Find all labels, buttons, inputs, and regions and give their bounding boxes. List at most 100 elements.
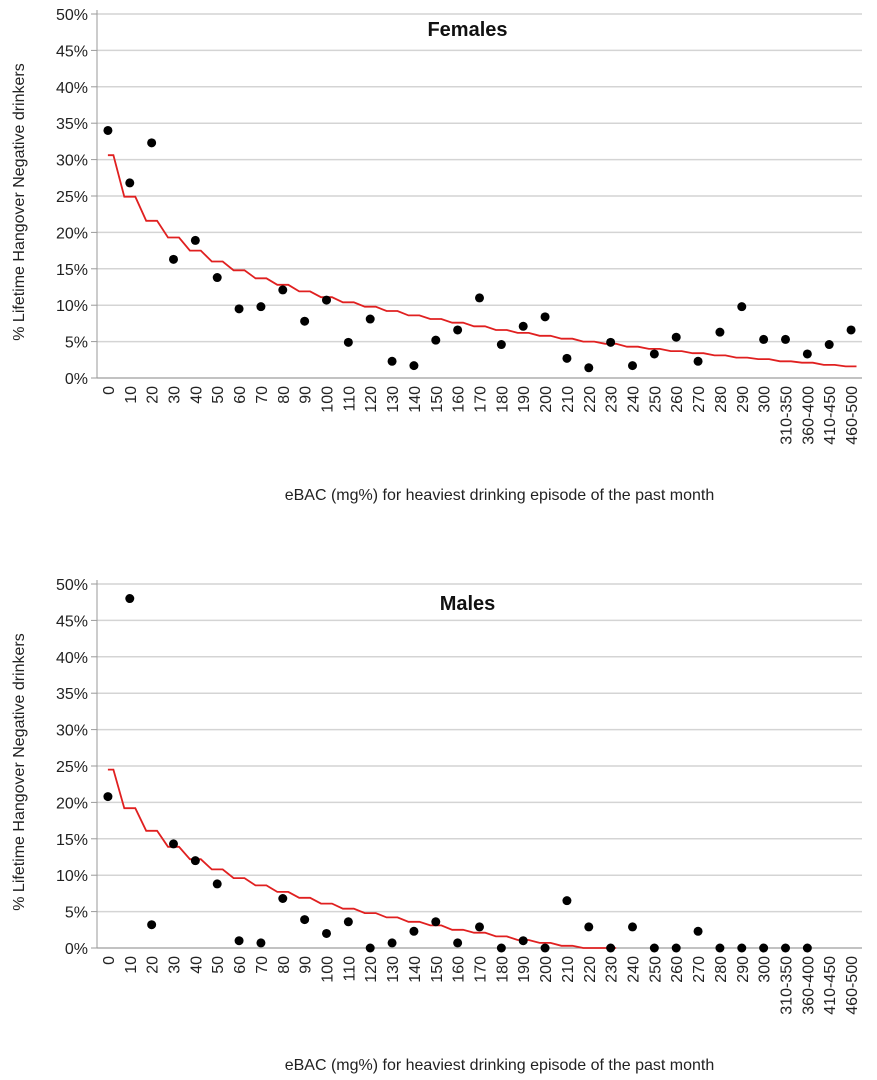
males-y-tick-label: 45% xyxy=(56,613,88,630)
females-data-point xyxy=(737,302,747,312)
males-x-tick-label: 110 xyxy=(341,956,358,982)
males-chart-panel: 0% 5% 10% 15% 20% 25% 30% 35% 40% 45% 50% 0 10 20 30 40… xyxy=(0,570,877,1080)
females-x-tick-label: 30 xyxy=(167,386,184,404)
females-data-point xyxy=(824,340,834,350)
females-data-point xyxy=(234,304,244,314)
females-x-tick-label: 80 xyxy=(276,386,293,404)
males-y-tick-label: 30% xyxy=(56,723,88,740)
males-x-tick-label: 160 xyxy=(451,956,468,983)
females-data-point xyxy=(693,356,703,366)
males-data-point xyxy=(278,893,288,903)
males-x-tick-label: 60 xyxy=(232,956,249,974)
males-data-point xyxy=(343,917,353,927)
females-y-tick-label: 35% xyxy=(56,116,88,133)
females-y-tick-label: 20% xyxy=(56,225,88,242)
males-data-point xyxy=(322,928,331,938)
females-data-point xyxy=(562,353,572,363)
males-y-tick-label: 20% xyxy=(56,795,88,812)
females-x-tick-label: 110 xyxy=(341,386,358,412)
males-data-point xyxy=(212,879,222,889)
males-x-tick-label: 140 xyxy=(407,956,424,983)
males-data-point xyxy=(103,792,113,802)
males-y-tick-label: 15% xyxy=(56,832,88,849)
females-x-tick-label: 130 xyxy=(385,386,402,413)
females-x-tick-label: 230 xyxy=(604,386,621,413)
females-data-point xyxy=(518,321,528,331)
males-data-point xyxy=(431,917,441,927)
males-data-point xyxy=(234,936,244,946)
males-data-point xyxy=(693,926,703,936)
females-data-point xyxy=(649,349,659,359)
females-y-tick-label: 40% xyxy=(56,80,88,97)
females-data-point xyxy=(475,293,484,303)
males-data-point xyxy=(759,943,769,953)
females-y-tick-label: 5% xyxy=(65,335,88,352)
males-data-point xyxy=(365,943,375,953)
females-x-tick-label: 60 xyxy=(232,386,249,404)
males-data-point xyxy=(584,922,594,932)
females-data-point xyxy=(584,363,594,373)
males-x-tick-label: 230 xyxy=(604,956,621,983)
females-x-tick-label: 90 xyxy=(298,386,315,404)
females-data-point xyxy=(409,361,419,371)
males-y-axis-label: % Lifetime Hangover Negative drinkers xyxy=(11,633,28,910)
females-data-point xyxy=(540,312,550,322)
males-y-tick-label: 25% xyxy=(56,759,88,776)
females-x-tick-label: 70 xyxy=(254,386,271,404)
males-x-tick-label: 100 xyxy=(320,956,337,983)
females-data-point xyxy=(125,178,135,188)
males-data-point xyxy=(409,926,419,936)
females-x-tick-label: 10 xyxy=(123,386,140,404)
females-y-axis-label: % Lifetime Hangover Negative drinkers xyxy=(11,63,28,340)
males-x-tick-label: 250 xyxy=(647,956,664,983)
females-data-point xyxy=(453,325,463,335)
males-x-tick-label: 150 xyxy=(429,956,446,983)
females-x-tick-label: 150 xyxy=(429,386,446,413)
males-data-point xyxy=(802,943,812,953)
males-x-tick-label: 30 xyxy=(167,956,184,974)
males-x-tick-label: 300 xyxy=(757,956,774,983)
males-x-tick-label: 50 xyxy=(210,956,227,974)
males-x-tick-label: 20 xyxy=(145,956,162,974)
males-trend-line xyxy=(107,768,617,949)
males-y-tick-label: 50% xyxy=(56,577,88,594)
males-data-point xyxy=(671,943,681,953)
females-x-tick-label: 310-350 xyxy=(779,386,796,445)
males-x-tick-label: 170 xyxy=(473,956,490,983)
males-x-tick-label: 240 xyxy=(626,956,643,983)
females-x-tick-label: 220 xyxy=(582,386,599,413)
males-y-tick-label: 10% xyxy=(56,868,88,885)
females-data-point xyxy=(278,285,288,295)
males-chart: 0% 5% 10% 15% 20% 25% 30% 35% 40% 45% 50% 0 10 20 30 40… xyxy=(11,577,862,1074)
males-data-point xyxy=(540,943,550,953)
males-x-tick-label: 290 xyxy=(735,956,752,983)
males-x-tick-label: 270 xyxy=(691,956,708,983)
males-data-point xyxy=(649,943,659,953)
males-x-tick-label: 210 xyxy=(560,956,577,983)
males-data-point xyxy=(562,896,572,906)
females-x-tick-label: 240 xyxy=(626,386,643,413)
females-data-point xyxy=(300,316,310,326)
females-data-point xyxy=(365,314,375,324)
females-chart: 0% 5% 10% 15% 20% 25% 30% 35% 40% 45% 50% 0 10 20 30 40… xyxy=(11,7,862,504)
females-y-tick-label: 10% xyxy=(56,298,88,315)
females-x-tick-label: 170 xyxy=(473,386,490,413)
females-x-tick-label: 300 xyxy=(757,386,774,413)
females-data-point xyxy=(169,254,178,264)
females-x-tick-label: 290 xyxy=(735,386,752,413)
males-x-tick-label: 360-400 xyxy=(800,956,817,1015)
males-x-tick-label: 310-350 xyxy=(779,956,796,1015)
males-data-point xyxy=(256,938,266,948)
males-data-point xyxy=(496,943,506,953)
males-x-tick-label: 70 xyxy=(254,956,271,974)
males-data-point xyxy=(190,856,200,866)
females-data-point xyxy=(256,302,266,312)
females-x-tick-label: 280 xyxy=(713,386,730,413)
males-data-point xyxy=(781,943,790,953)
females-x-tick-label: 40 xyxy=(188,386,205,404)
males-x-tick-label: 90 xyxy=(298,956,315,974)
males-x-tick-label: 120 xyxy=(363,956,380,983)
females-data-point xyxy=(212,273,222,283)
females-x-tick-label: 20 xyxy=(145,386,162,404)
females-chart-panel: 0% 5% 10% 15% 20% 25% 30% 35% 40% 45% 50% 0 10 20 30 40… xyxy=(11,7,862,504)
